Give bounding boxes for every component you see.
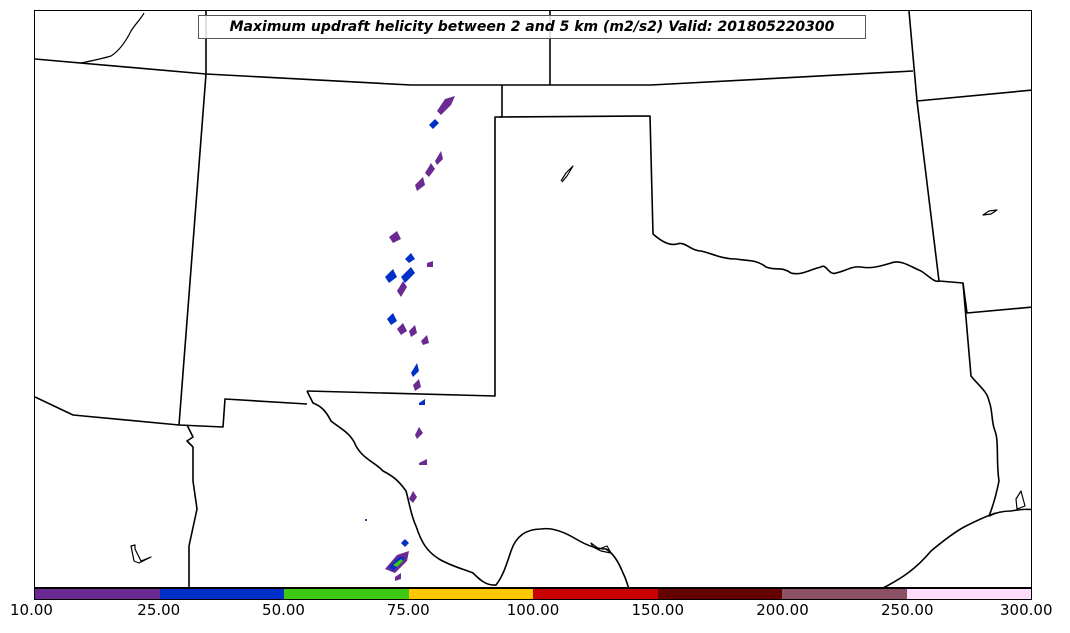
swath xyxy=(419,459,427,465)
swath xyxy=(425,163,435,177)
swath xyxy=(401,267,415,283)
ok-tx-border xyxy=(498,115,940,283)
gulf-coast xyxy=(883,512,997,587)
mexico-border-west xyxy=(186,424,198,587)
swath xyxy=(397,281,407,297)
swath xyxy=(415,177,425,191)
swath xyxy=(409,491,417,503)
tx-la-border xyxy=(962,282,1031,517)
swath xyxy=(419,399,425,405)
swath xyxy=(385,269,397,283)
co-ut-border xyxy=(178,11,308,428)
swath xyxy=(413,379,421,391)
reservoir xyxy=(130,544,152,564)
colorbar xyxy=(34,588,1032,600)
colorbar-tick-label: 200.00 xyxy=(756,601,809,619)
colorbar-tick-label: 150.00 xyxy=(631,601,685,619)
swath xyxy=(429,119,439,129)
lake-outline-2 xyxy=(560,165,574,183)
swath xyxy=(397,323,407,335)
helicity-swaths xyxy=(365,96,455,581)
colorbar-tick-label: 300.00 xyxy=(1000,601,1053,619)
swath xyxy=(387,313,397,325)
swath xyxy=(393,559,403,567)
swath xyxy=(389,231,401,243)
swath xyxy=(415,427,423,439)
swath xyxy=(409,325,417,337)
state-borders xyxy=(35,11,1031,587)
map-panel xyxy=(34,10,1032,588)
colorbar-segment xyxy=(533,589,658,599)
swath xyxy=(365,519,367,521)
swath xyxy=(427,261,433,267)
colorbar-tick-label: 75.00 xyxy=(386,601,430,619)
swath xyxy=(421,335,429,345)
map-canvas xyxy=(35,11,1031,587)
colorbar-segment xyxy=(159,589,284,599)
colorbar-segment xyxy=(35,589,160,599)
colorbar-segment xyxy=(284,589,409,599)
colorbar-segment xyxy=(906,589,1031,599)
swath xyxy=(401,539,409,547)
sabine-lake xyxy=(1015,490,1026,510)
lake-ts xyxy=(590,542,612,554)
swath xyxy=(435,151,443,165)
colorbar-tick-label: 50.00 xyxy=(262,601,305,619)
swath xyxy=(395,573,401,581)
rio-grande xyxy=(306,390,630,587)
colorbar-tick-label: 100.00 xyxy=(506,601,560,619)
swath xyxy=(405,253,415,263)
nm-tx-border xyxy=(306,85,503,397)
az-border xyxy=(35,396,180,426)
ok-east-border xyxy=(908,11,1031,102)
colorbar-segment xyxy=(782,589,907,599)
swath xyxy=(411,363,419,377)
colorbar-segment xyxy=(408,589,533,599)
lake-outline-3 xyxy=(982,209,998,216)
map-title: Maximum updraft helicity between 2 and 5… xyxy=(198,15,866,39)
swath xyxy=(437,96,455,115)
colorbar-tick-label: 25.00 xyxy=(137,601,181,619)
lake-outline xyxy=(80,12,145,64)
colorbar-segment xyxy=(657,589,782,599)
colorbar-tick-label: 10.00 xyxy=(10,601,53,619)
colorbar-tick-label: 250.00 xyxy=(881,601,934,619)
co-nm-border xyxy=(35,58,914,86)
